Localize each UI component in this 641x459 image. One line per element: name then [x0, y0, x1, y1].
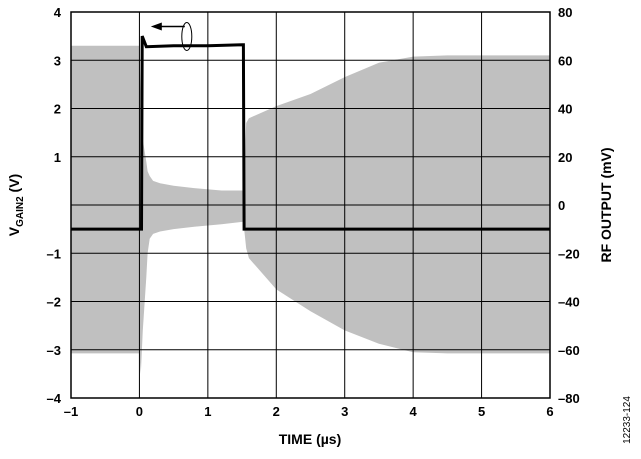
y-left-tick-label: –4 — [47, 391, 62, 406]
y-left-axis-title-suffix: (V) — [6, 174, 22, 197]
y-right-tick-label: –40 — [558, 295, 580, 310]
y-left-tick-label: 4 — [54, 5, 62, 20]
vgain2-pulse-line — [71, 35, 550, 231]
x-tick-label: 2 — [273, 404, 280, 419]
y-left-axis-title: VGAIN2 (V) — [6, 174, 26, 236]
y-right-tick-label: 20 — [558, 150, 572, 165]
y-right-axis-title: RF OUTPUT (mV) — [598, 147, 614, 262]
x-tick-label: 3 — [341, 404, 348, 419]
x-axis-title: TIME (µs) — [279, 431, 342, 447]
y-right-tick-label: 60 — [558, 53, 572, 68]
y-left-tick-label: –2 — [47, 295, 61, 310]
left-axis-arrow-annotation — [150, 21, 193, 51]
x-tick-label: 5 — [478, 404, 485, 419]
arrow-head — [150, 22, 162, 31]
y-left-tick-label: 1 — [54, 150, 61, 165]
y-left-axis-title-main: V — [6, 226, 22, 236]
x-tick-label: 1 — [204, 404, 211, 419]
x-tick-label: –1 — [64, 404, 78, 419]
figure-id-label: 12233-124 — [622, 396, 633, 444]
y-right-tick-label: 40 — [558, 102, 572, 117]
y-left-tick-label: 2 — [54, 102, 61, 117]
y-left-axis-title-subscript: GAIN2 — [15, 196, 26, 227]
y-right-tick-label: –80 — [558, 391, 580, 406]
y-left-tick-label: –1 — [47, 246, 61, 261]
rf-output-envelope — [71, 45, 550, 374]
y-right-tick-label: –60 — [558, 343, 580, 358]
y-left-tick-label: –3 — [47, 343, 61, 358]
arrow-loop — [181, 21, 193, 51]
plot-frame — [70, 11, 551, 399]
x-tick-label: 6 — [546, 404, 553, 419]
y-left-tick-label: 3 — [54, 53, 61, 68]
plot-layer — [70, 11, 551, 399]
x-tick-label: 0 — [136, 404, 143, 419]
x-tick-label: 4 — [410, 404, 418, 419]
y-right-tick-label: –20 — [558, 246, 580, 261]
label-layer: TIME (µs) VGAIN2 (V) RF OUTPUT (mV) 1223… — [6, 5, 633, 447]
y-right-tick-label: 0 — [558, 198, 565, 213]
y-right-tick-label: 80 — [558, 5, 572, 20]
